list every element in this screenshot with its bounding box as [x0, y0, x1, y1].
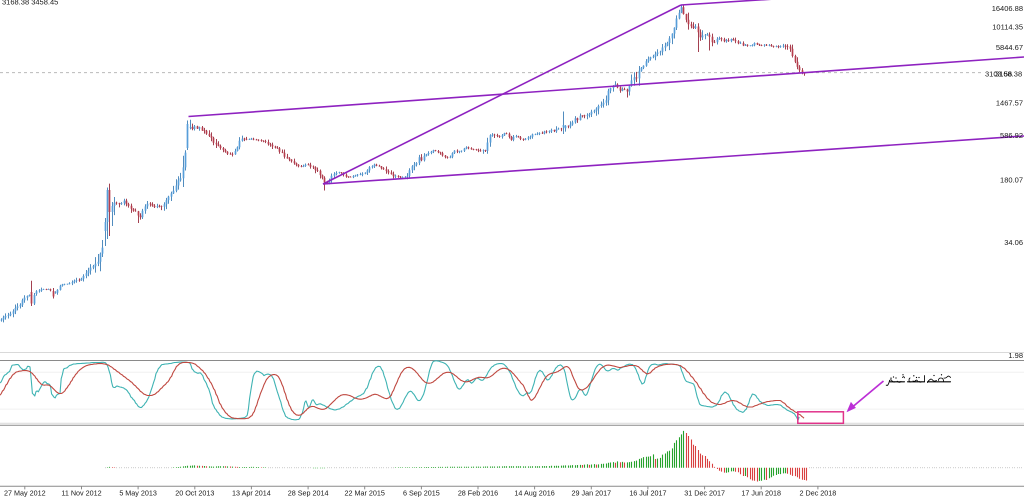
svg-text:1.98: 1.98 — [1008, 351, 1023, 360]
svg-text:28 Sep 2014: 28 Sep 2014 — [288, 489, 329, 498]
svg-text:28 Feb 2016: 28 Feb 2016 — [458, 489, 498, 498]
svg-text:31 Dec 2017: 31 Dec 2017 — [684, 489, 725, 498]
svg-text:20 Oct 2013: 20 Oct 2013 — [175, 489, 214, 498]
svg-text:3168.38: 3168.38 — [995, 70, 1022, 79]
svg-text:16 Jul 2017: 16 Jul 2017 — [629, 489, 666, 498]
svg-text:5 May 2013: 5 May 2013 — [119, 489, 157, 498]
svg-text:2 Dec 2018: 2 Dec 2018 — [800, 489, 837, 498]
svg-text:586.92: 586.92 — [1000, 131, 1023, 140]
svg-text:17 Jun 2018: 17 Jun 2018 — [741, 489, 781, 498]
svg-text:1467.57: 1467.57 — [996, 98, 1023, 107]
svg-text:14 Aug 2016: 14 Aug 2016 — [514, 489, 554, 498]
svg-text:3168.38 3458.45: 3168.38 3458.45 — [2, 0, 58, 7]
svg-text:5844.67: 5844.67 — [996, 43, 1023, 52]
svg-text:34.06: 34.06 — [1004, 238, 1023, 247]
svg-text:180.07: 180.07 — [1000, 175, 1023, 184]
svg-text:13 Apr 2014: 13 Apr 2014 — [232, 489, 271, 498]
svg-text:10114.35: 10114.35 — [992, 23, 1023, 32]
svg-text:16406.88: 16406.88 — [992, 4, 1023, 13]
svg-text:22 Mar 2015: 22 Mar 2015 — [345, 489, 385, 498]
svg-text:11 Nov 2012: 11 Nov 2012 — [61, 489, 101, 498]
svg-text:29 Jan 2017: 29 Jan 2017 — [572, 489, 612, 498]
svg-text:6 Sep 2015: 6 Sep 2015 — [403, 489, 440, 498]
svg-text:27 May 2012: 27 May 2012 — [4, 489, 46, 498]
